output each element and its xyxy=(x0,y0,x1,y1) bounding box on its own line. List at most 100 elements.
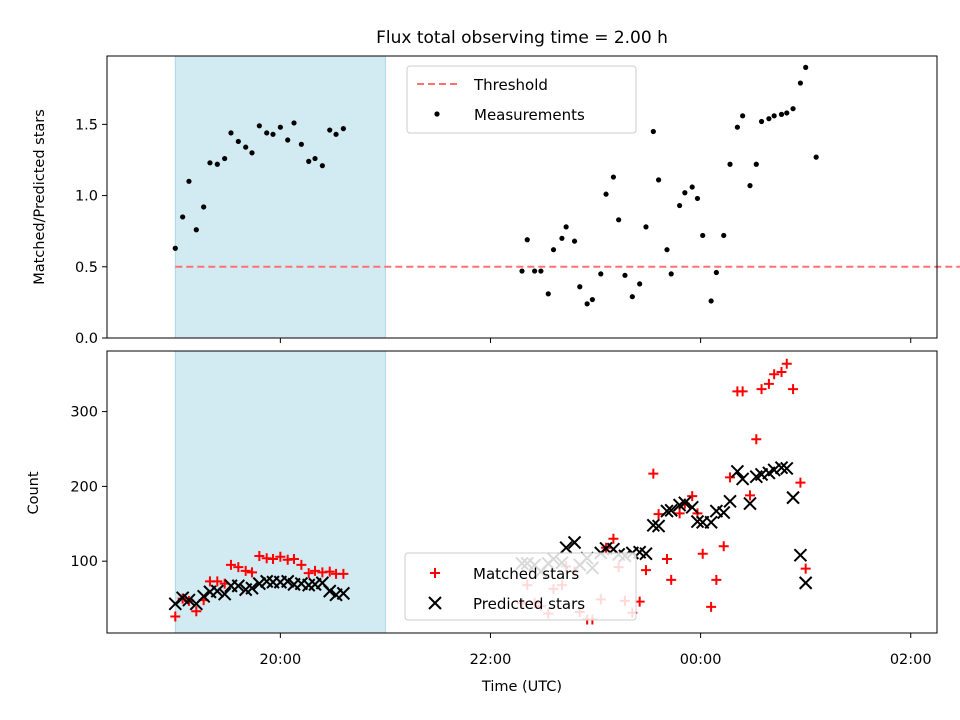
predicted-star-point xyxy=(767,463,781,477)
matched-legend-icon xyxy=(430,568,440,578)
bottom-x-tick-label: 02:00 xyxy=(890,652,932,668)
matched-star-point xyxy=(240,565,251,576)
matched-star-point xyxy=(233,562,244,573)
matched-star-point xyxy=(170,611,181,622)
predicted-star-point xyxy=(217,587,232,601)
measurement-point xyxy=(747,183,753,189)
bottom-panel: Count Time (UTC) 100 200 300 20:00 22:00 00:… xyxy=(26,350,938,695)
measurement-point xyxy=(550,247,557,253)
measurement-point xyxy=(235,138,241,145)
predicted-star-point xyxy=(786,490,800,505)
measurement-point xyxy=(249,150,255,156)
measurement-point xyxy=(172,245,178,251)
predicted-star-point xyxy=(774,460,789,475)
matched-star-point xyxy=(781,358,792,369)
measurement-point xyxy=(622,272,628,278)
predicted-star-point xyxy=(717,505,731,520)
predicted-star-point xyxy=(567,535,582,550)
measurement-point xyxy=(668,271,674,277)
matched-star-point xyxy=(324,566,335,577)
matched-star-point xyxy=(289,553,300,564)
measurement-point xyxy=(758,118,765,125)
measurement-point xyxy=(186,178,192,184)
predicted-star-point xyxy=(730,464,745,479)
measurement-point xyxy=(563,224,569,230)
bottom-legend: Matched stars Predicted stars xyxy=(404,552,637,621)
predicted-star-point xyxy=(685,500,699,515)
measurement-point xyxy=(559,235,565,241)
measurement-point xyxy=(589,296,595,303)
legend-predicted-label: Predicted stars xyxy=(473,595,585,613)
matched-star-point xyxy=(674,508,685,519)
measurement-point xyxy=(270,131,276,137)
top-shade-rect xyxy=(174,55,386,339)
measurement-point xyxy=(584,301,590,307)
matched-star-point xyxy=(697,548,708,559)
matched-star-point xyxy=(800,563,811,574)
matched-star-point xyxy=(640,565,651,576)
measurement-point xyxy=(650,128,656,135)
matched-star-point xyxy=(795,477,806,488)
measurement-point xyxy=(277,124,283,130)
measurement-point xyxy=(778,111,785,117)
top-x-ticks xyxy=(279,338,912,343)
bottom-y-tick-label: 200 xyxy=(70,479,98,495)
predicted-star-point xyxy=(182,593,196,607)
matched-star-point xyxy=(756,384,767,395)
measurement-point xyxy=(629,294,635,300)
predicted-star-point xyxy=(704,515,718,530)
x-axis-label: Time (UTC) xyxy=(481,679,562,695)
predicted-star-point xyxy=(793,548,808,562)
measurement-point xyxy=(813,154,819,160)
top-y-ticks: 0.0 0.5 1.0 1.5 xyxy=(75,117,107,347)
top-y-tick-label: 0.0 xyxy=(75,331,98,347)
top-y-axis-label: Matched/Predicted stars xyxy=(32,109,48,285)
measurement-point xyxy=(214,161,220,167)
predicted-star-point xyxy=(231,579,246,593)
measurement-point xyxy=(682,190,688,196)
bottom-legend-box xyxy=(404,552,637,621)
predicted-star-point xyxy=(690,514,705,529)
predicted-star-point xyxy=(639,547,653,561)
measurement-point xyxy=(264,130,270,136)
measurement-point xyxy=(771,113,777,119)
measurement-point xyxy=(610,174,617,180)
matched-star-point xyxy=(608,533,619,544)
matched-star-point xyxy=(666,574,677,585)
matched-star-point xyxy=(744,490,755,501)
measurement-point xyxy=(340,126,346,132)
predicted-star-point xyxy=(245,581,259,595)
matched-star-point xyxy=(254,550,265,561)
predicted-star-point xyxy=(780,461,794,476)
measurement-point xyxy=(721,232,727,239)
measurement-point xyxy=(766,116,772,122)
measurement-point xyxy=(571,238,578,244)
matched-star-point xyxy=(687,491,698,502)
measurement-point xyxy=(784,110,790,116)
measurement-point xyxy=(694,195,701,202)
measurement-point xyxy=(306,158,312,164)
bottom-shaded-interval xyxy=(174,350,386,634)
predicted-star-point xyxy=(252,576,267,591)
measurement-point xyxy=(193,227,199,233)
predicted-star-point xyxy=(646,518,661,532)
bottom-x-tick-label: 00:00 xyxy=(680,652,722,668)
measurement-point xyxy=(243,144,249,150)
measurement-point xyxy=(327,127,333,133)
matched-star-point xyxy=(310,565,321,576)
measurement-point xyxy=(713,269,719,276)
matched-star-point xyxy=(711,574,722,585)
measurement-point xyxy=(319,163,325,169)
measurement-point xyxy=(285,137,291,143)
top-legend: Threshold Measurements xyxy=(406,65,637,134)
measurements-legend-icon xyxy=(434,111,440,117)
measurement-point xyxy=(740,113,746,119)
matched-star-point xyxy=(737,386,748,397)
measurement-point xyxy=(727,161,733,167)
measurement-point xyxy=(180,214,186,220)
measurement-point xyxy=(545,291,551,297)
measurement-point xyxy=(655,177,662,183)
measurement-point xyxy=(637,281,643,287)
measurement-point xyxy=(532,268,538,274)
